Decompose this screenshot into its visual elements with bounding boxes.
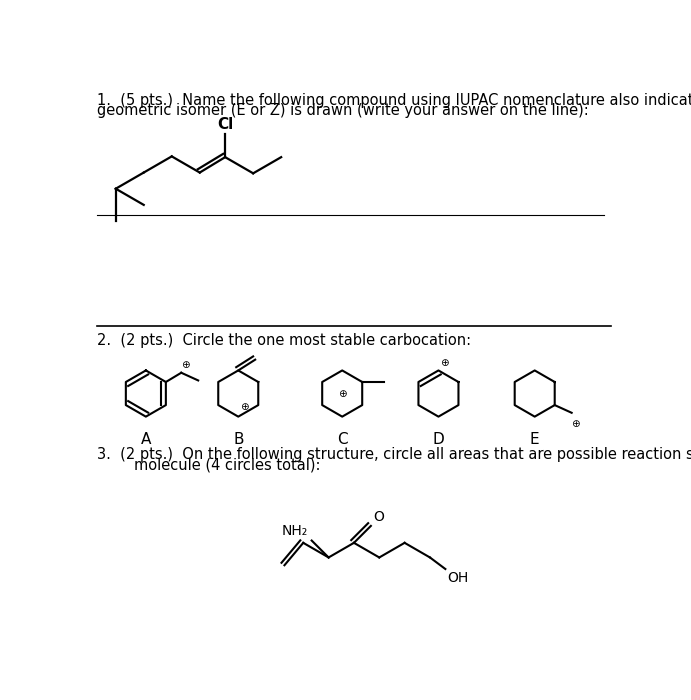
Text: O: O [373,510,384,524]
Text: D: D [433,432,444,447]
Text: 2.  (2 pts.)  Circle the one most stable carbocation:: 2. (2 pts.) Circle the one most stable c… [97,333,471,349]
Text: geometric isomer (E or Z) is drawn (write your answer on the line):: geometric isomer (E or Z) is drawn (writ… [97,103,589,118]
Text: ⊕: ⊕ [240,402,249,412]
Text: ⊕: ⊕ [440,358,449,368]
Text: ⊕: ⊕ [181,360,189,370]
Text: B: B [233,432,243,447]
Text: E: E [530,432,540,447]
Text: molecule (4 circles total):: molecule (4 circles total): [97,458,321,472]
Text: ⊕: ⊕ [571,419,580,428]
Text: NH₂: NH₂ [281,524,307,538]
Text: A: A [141,432,151,447]
Text: C: C [337,432,348,447]
Text: 1.  (5 pts.)  Name the following compound using IUPAC nomenclature also indicati: 1. (5 pts.) Name the following compound … [97,93,691,108]
Text: OH: OH [447,571,468,585]
Text: 3.  (2 pts.)  On the following structure, circle all areas that are possible rea: 3. (2 pts.) On the following structure, … [97,447,691,463]
Text: Cl: Cl [217,117,234,132]
Text: ⊕: ⊕ [338,389,347,398]
